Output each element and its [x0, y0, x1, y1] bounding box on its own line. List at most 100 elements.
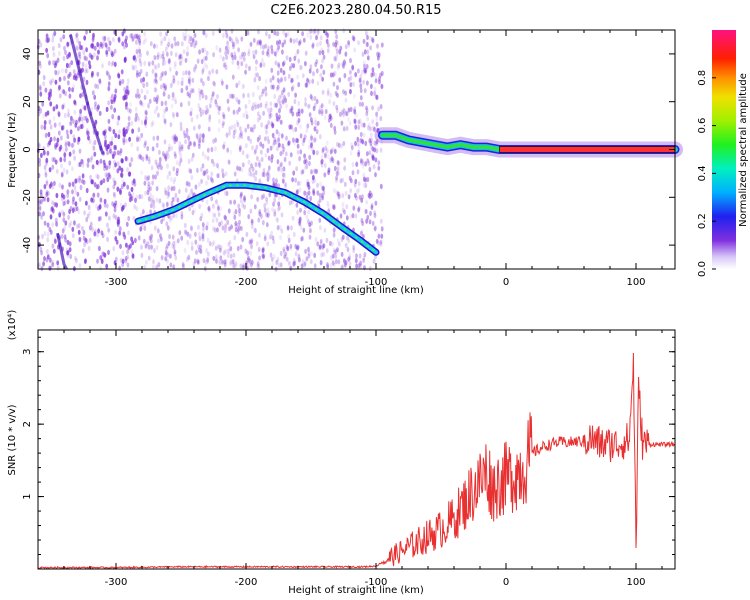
noise-dot	[362, 79, 365, 85]
noise-dot	[277, 262, 281, 268]
noise-dot	[325, 31, 328, 37]
noise-dot	[52, 106, 56, 112]
noise-dot	[366, 55, 370, 61]
noise-dot	[207, 251, 210, 257]
noise-dot	[186, 231, 190, 237]
noise-dot	[364, 69, 367, 75]
noise-dot	[365, 219, 368, 225]
noise-dot	[348, 255, 351, 261]
noise-dot	[60, 233, 64, 239]
noise-dot	[98, 78, 102, 84]
noise-dot	[256, 72, 259, 78]
noise-dot	[283, 94, 286, 101]
noise-dot	[59, 157, 63, 163]
noise-dot	[313, 168, 316, 174]
noise-dot	[301, 31, 304, 37]
noise-dot	[238, 219, 242, 225]
noise-dot	[190, 188, 193, 194]
noise-dot	[308, 160, 311, 167]
noise-dot	[338, 77, 342, 83]
noise-dot	[139, 68, 143, 74]
noise-dot	[216, 203, 220, 209]
noise-dot	[301, 73, 305, 79]
noise-dot	[176, 112, 179, 118]
noise-dot	[74, 122, 78, 128]
noise-dot	[73, 99, 77, 105]
noise-dot	[258, 76, 261, 82]
noise-dot	[283, 254, 287, 260]
noise-dot	[248, 258, 252, 264]
noise-dot	[106, 222, 109, 228]
noise-dot	[120, 167, 124, 173]
noise-dot	[61, 124, 65, 131]
noise-dot	[78, 178, 81, 184]
noise-dot	[180, 41, 184, 47]
noise-dot	[124, 202, 127, 208]
noise-dot	[380, 70, 384, 77]
noise-dot	[105, 70, 109, 76]
noise-dot	[114, 229, 118, 235]
noise-dot	[293, 260, 297, 266]
noise-dot	[233, 51, 237, 57]
noise-dot	[251, 127, 255, 133]
noise-dot	[254, 228, 257, 234]
noise-dot	[277, 44, 280, 50]
noise-dot	[347, 40, 350, 46]
noise-dot	[357, 68, 360, 74]
noise-dot	[228, 126, 232, 132]
noise-dot	[199, 111, 203, 117]
noise-dot	[38, 60, 42, 66]
noise-dot	[242, 93, 246, 99]
noise-dot	[306, 123, 310, 129]
noise-dot	[66, 239, 70, 245]
noise-dot	[52, 51, 56, 58]
noise-dot	[263, 207, 267, 213]
noise-dot	[300, 108, 304, 114]
noise-dot	[160, 255, 164, 261]
noise-dot	[361, 101, 364, 107]
noise-dot	[56, 70, 59, 76]
noise-dot	[252, 54, 256, 60]
noise-dot	[370, 202, 374, 209]
noise-dot	[229, 199, 233, 205]
y-tick-label: -40	[22, 237, 33, 253]
noise-dot	[258, 255, 261, 261]
noise-dot	[268, 111, 272, 117]
noise-dot	[254, 65, 258, 72]
noise-dot	[236, 229, 240, 235]
noise-dot	[198, 106, 202, 112]
noise-dot	[366, 41, 369, 48]
noise-dot	[329, 255, 333, 261]
noise-dot	[224, 258, 228, 264]
noise-dot	[143, 225, 147, 231]
noise-dot	[352, 248, 356, 254]
noise-dot	[224, 29, 228, 35]
noise-dot	[83, 106, 87, 112]
noise-dot	[146, 176, 149, 182]
noise-dot	[240, 167, 244, 173]
noise-dot	[174, 255, 178, 261]
noise-dot	[54, 217, 58, 223]
noise-dot	[93, 45, 97, 51]
y-tick-label: 3	[22, 349, 33, 355]
noise-dot	[335, 108, 339, 114]
noise-dot	[303, 190, 307, 196]
noise-dot	[277, 142, 281, 148]
noise-dot	[361, 51, 365, 57]
noise-dot	[179, 125, 183, 131]
noise-dot	[125, 101, 128, 107]
noise-dot	[224, 61, 227, 67]
noise-dot	[283, 172, 287, 178]
noise-dot	[126, 82, 130, 88]
noise-dot	[137, 136, 141, 142]
noise-dot	[364, 182, 368, 189]
noise-dot	[352, 205, 356, 211]
noise-dot	[46, 231, 50, 237]
noise-dot	[371, 67, 375, 73]
snr-ylabel: SNR (10 * v/v)	[7, 404, 18, 475]
noise-dot	[148, 98, 152, 104]
noise-dot	[96, 192, 100, 198]
noise-dot	[119, 202, 123, 208]
noise-dot	[326, 262, 329, 268]
noise-dot	[74, 206, 77, 212]
